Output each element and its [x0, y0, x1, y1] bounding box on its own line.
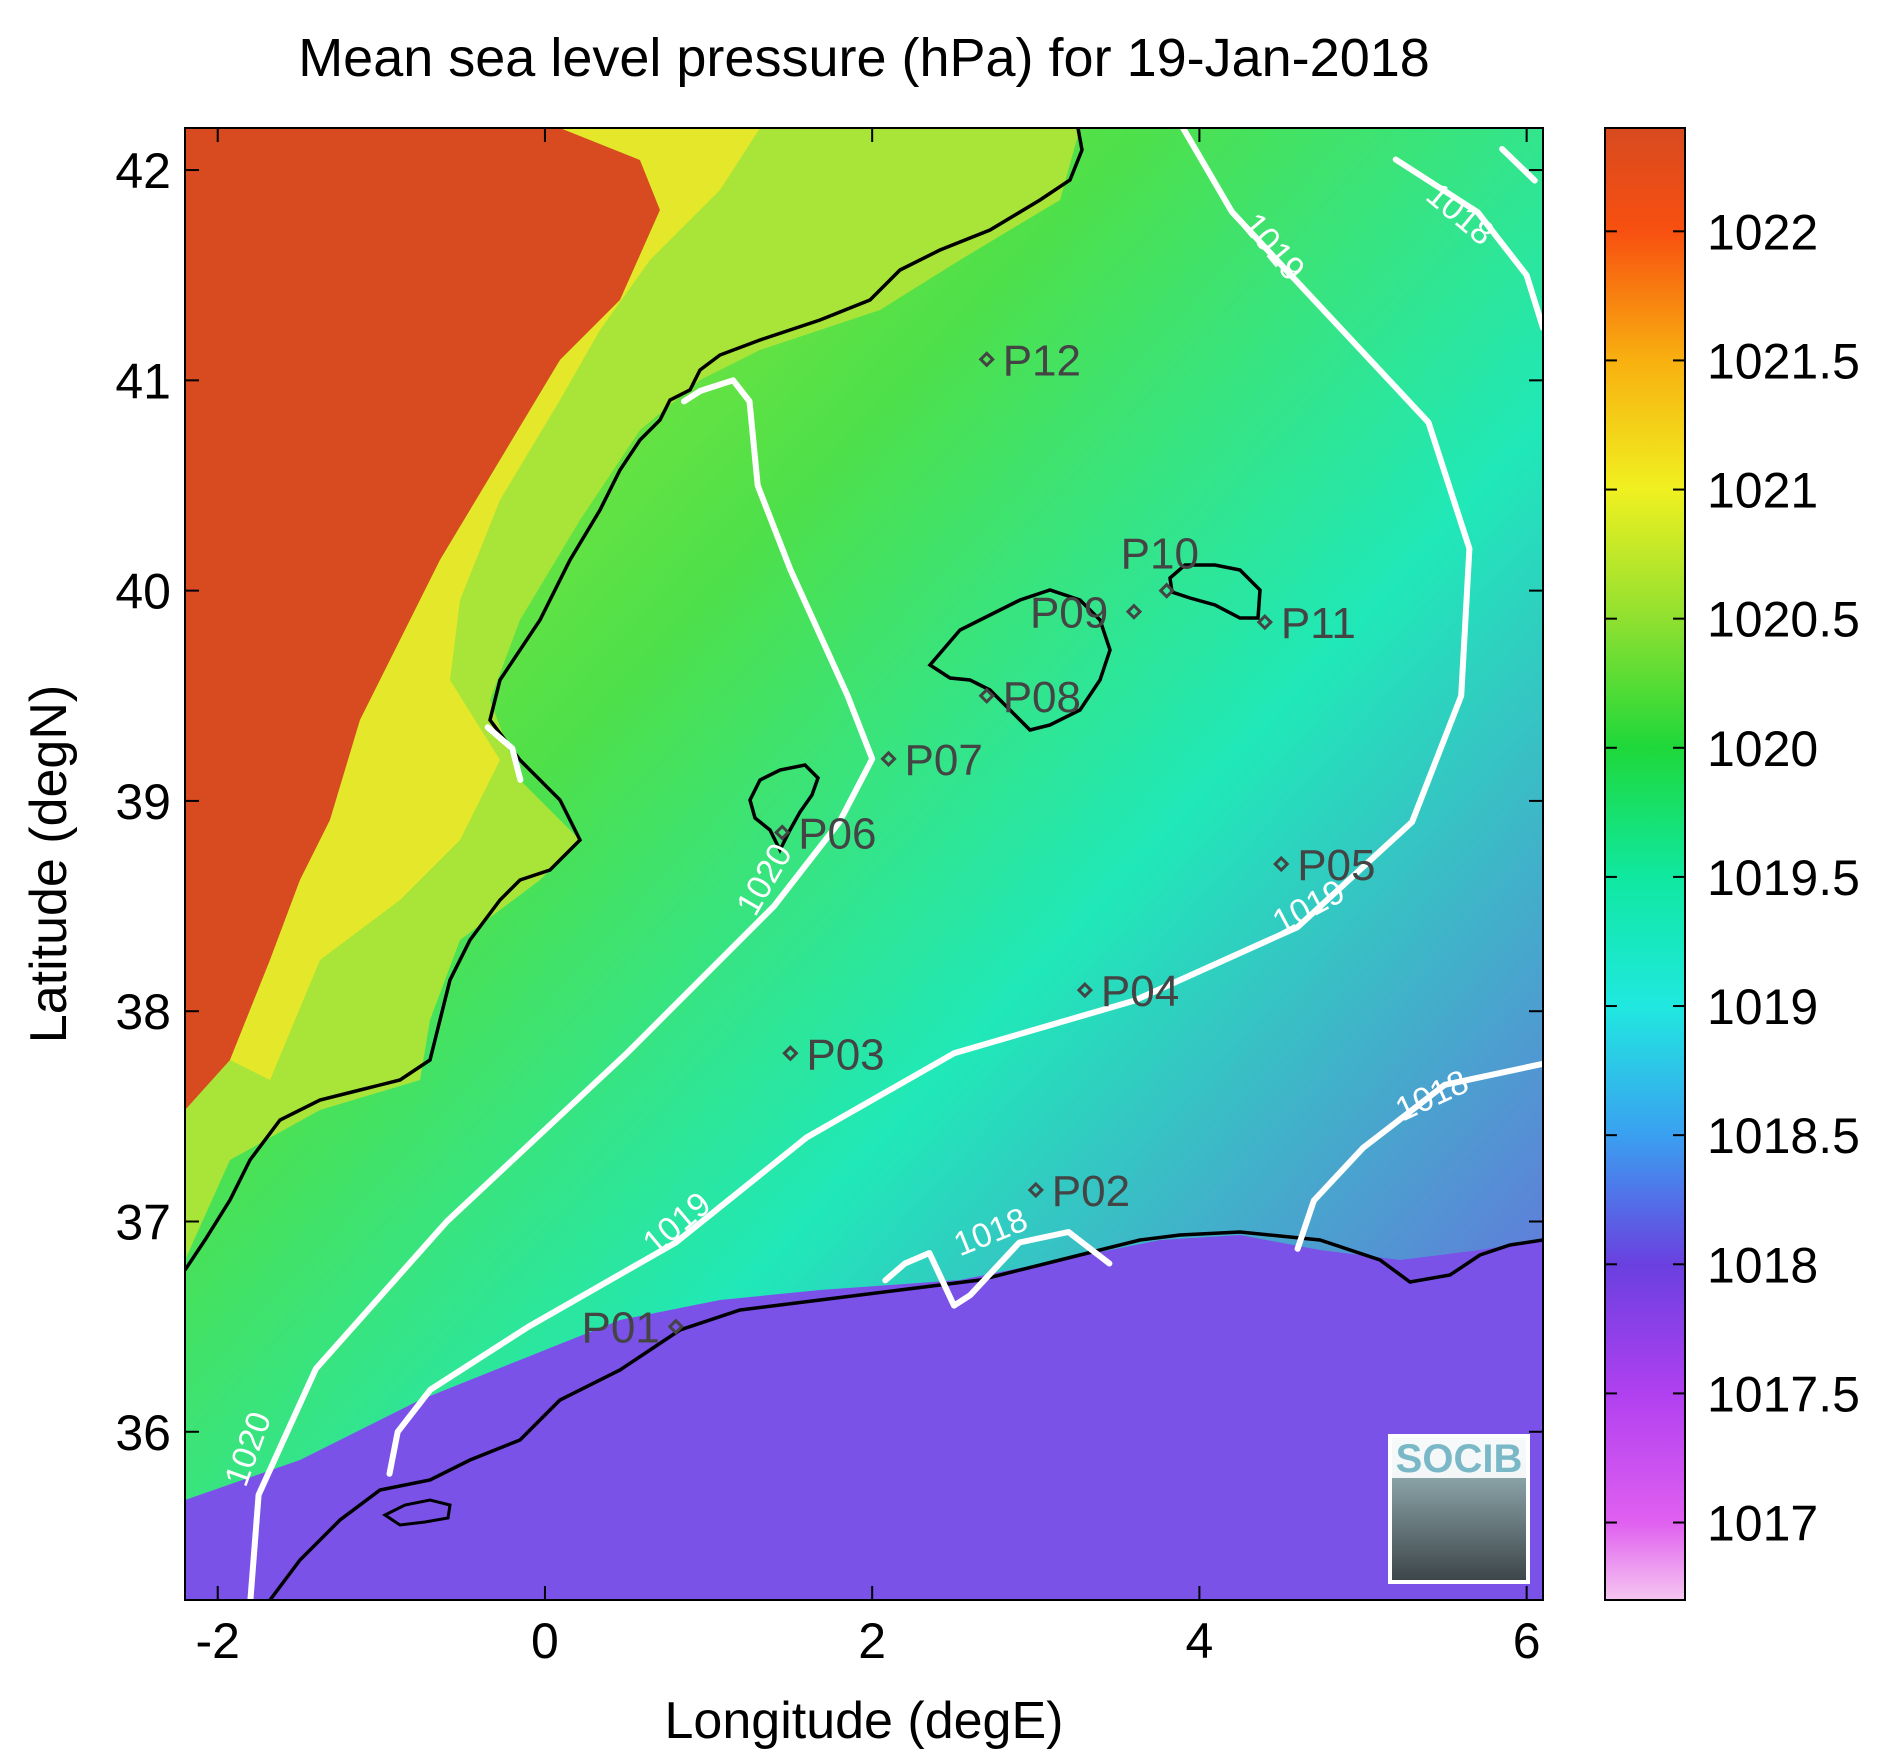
station-marker [1125, 603, 1143, 620]
coastline-africa [268, 1230, 1543, 1600]
y-axis-label: Latitude (degN) [20, 685, 78, 1043]
station-label: P10 [1121, 530, 1199, 579]
colorbar-tick-label: 1020 [1707, 721, 1818, 777]
x-tick-label: 0 [531, 1613, 559, 1669]
colorbar-tick-label: 1021.5 [1707, 333, 1860, 389]
station-label: P11 [1281, 599, 1356, 648]
island-menorca [1168, 563, 1262, 620]
island-ibiza [748, 763, 821, 854]
y-tick-label: 41 [115, 353, 171, 409]
station-marker [1027, 1181, 1044, 1199]
contour-line-1018 [1392, 156, 1543, 331]
colorbar-axis: 1017 1017.5 1018 1018.5 1019 1019.5 1020 1020.5… [1605, 204, 1860, 1552]
contour-line-1020 [247, 377, 876, 1600]
y-tick-label: 39 [115, 774, 171, 830]
point-layer: P01 P02 P03 P04 P05 P06 P07 P08 P09 P10 P11 P12 [582, 336, 1376, 1352]
colorbar-tick-label: 1019 [1707, 979, 1818, 1035]
colorbar-tick-label: 1017.5 [1707, 1366, 1860, 1422]
island-mallorca [927, 588, 1112, 732]
y-tick-label: 38 [115, 984, 171, 1040]
station-marker [978, 351, 995, 368]
station-label: P02 [1052, 1167, 1130, 1216]
y-tick-label: 40 [115, 564, 171, 620]
x-tick-label: -2 [195, 1613, 239, 1669]
station-label: P09 [1030, 589, 1108, 638]
y-tick-label: 36 [115, 1405, 171, 1461]
contour-line-1018 [1499, 146, 1538, 184]
colorbar-tick-label: 1019.5 [1707, 850, 1860, 906]
contour-line-1018 [882, 1229, 1113, 1309]
contour-line-1018 [1294, 1060, 1543, 1252]
plot-frame [184, 127, 1544, 1601]
x-tick-label: 6 [1513, 1613, 1541, 1669]
station-label: P06 [798, 809, 876, 858]
station-marker [667, 1318, 684, 1335]
station-marker [774, 824, 791, 841]
station-label: P05 [1297, 841, 1375, 890]
station-marker [1273, 855, 1290, 873]
colorbar-tick-label: 1021 [1707, 463, 1818, 519]
contour-line-1019 [386, 128, 1473, 1477]
station-marker [782, 1045, 799, 1062]
y-tick-label: 37 [115, 1194, 171, 1250]
colorbar-tick-label: 1022 [1707, 204, 1818, 260]
x-axis: -2 0 2 4 6 [195, 128, 1541, 1669]
island-alboran [382, 1498, 452, 1527]
station-label: P04 [1101, 967, 1179, 1016]
chart-title: Mean sea level pressure (hPa) for 19-Jan… [298, 28, 1430, 88]
contour-layer [247, 128, 1543, 1600]
x-axis-label: Longitude (degE) [665, 1692, 1064, 1750]
iberia-land-mid [230, 128, 760, 1080]
station-label: P07 [905, 736, 983, 785]
colorbar-tick-label: 1018.5 [1707, 1108, 1860, 1164]
y-tick-label: 42 [115, 143, 171, 199]
station-label: P01 [582, 1304, 660, 1353]
socib-logo: SOCIB [1388, 1434, 1530, 1584]
x-tick-label: 4 [1186, 1613, 1214, 1669]
socib-logo-text: SOCIB [1396, 1437, 1523, 1481]
station-label: P08 [1003, 673, 1081, 722]
colorbar-tick-label: 1020.5 [1707, 592, 1860, 648]
station-marker [880, 750, 897, 767]
colorbar-tick-label: 1017 [1707, 1496, 1818, 1552]
coastline-iberia [185, 128, 1084, 1271]
colorbar [1604, 127, 1686, 1601]
station-marker [1158, 582, 1175, 599]
colorbar-tick-label: 1018 [1707, 1237, 1818, 1293]
contour-line-1020 [484, 724, 524, 783]
y-axis: 36 37 38 39 40 41 42 [115, 143, 1543, 1461]
station-marker [1076, 982, 1094, 999]
x-tick-label: 2 [858, 1613, 886, 1669]
station-marker [978, 687, 995, 704]
north-africa-land [185, 1235, 1543, 1600]
station-marker [1256, 614, 1273, 631]
iberia-land-high [185, 128, 660, 1110]
station-label: P12 [1003, 336, 1081, 385]
station-label: P03 [806, 1030, 884, 1079]
